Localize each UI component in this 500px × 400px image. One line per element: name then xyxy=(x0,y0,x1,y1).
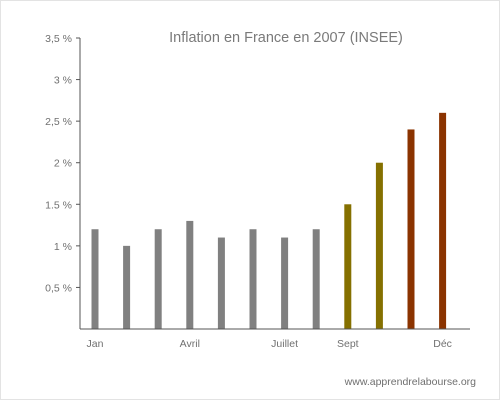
x-tick-label: Avril xyxy=(180,338,200,350)
y-axis: 0,5 % 1 % 1.5 % 2 % 2,5 % 3 % 3,5 % xyxy=(45,33,81,329)
bar xyxy=(154,229,162,329)
y-tick-label: 0,5 % xyxy=(45,282,72,294)
bar xyxy=(281,237,289,329)
bar xyxy=(312,229,320,329)
y-tick-label: 3 % xyxy=(54,75,72,87)
bar xyxy=(375,162,383,329)
bar xyxy=(344,204,352,329)
watermark: www.apprendrelabourse.org xyxy=(344,376,476,388)
bar xyxy=(249,229,257,329)
bar xyxy=(217,237,225,329)
bar xyxy=(91,229,99,329)
x-tick-label: Juillet xyxy=(271,338,298,350)
x-tick-label: Déc xyxy=(433,338,452,350)
y-tick-label: 2,5 % xyxy=(45,116,72,128)
chart-title: Inflation en France en 2007 (INSEE) xyxy=(169,30,403,46)
y-tick-label: 3,5 % xyxy=(45,33,72,45)
bar xyxy=(123,245,131,329)
bar xyxy=(407,129,415,329)
x-axis: Jan Avril Juillet Sept Déc xyxy=(80,328,470,350)
bar xyxy=(186,220,194,329)
x-tick-label: Sept xyxy=(337,338,359,350)
bars-group xyxy=(91,112,447,329)
y-tick-label: 2 % xyxy=(54,158,72,170)
y-tick-label: 1.5 % xyxy=(45,199,72,211)
bar xyxy=(439,112,447,329)
x-tick-label: Jan xyxy=(87,338,104,350)
y-tick-label: 1 % xyxy=(54,241,72,253)
